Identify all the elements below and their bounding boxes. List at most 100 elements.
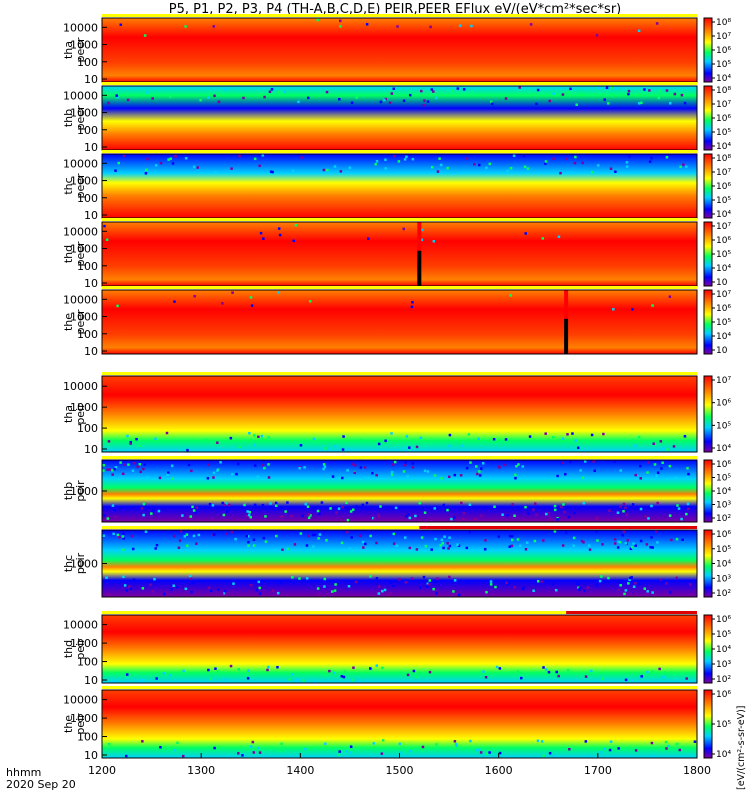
y-tick-label: 10000: [63, 293, 98, 306]
speckle: [314, 534, 317, 537]
speckle: [535, 103, 538, 106]
speckle: [649, 546, 652, 549]
speckle: [567, 91, 570, 94]
panel-the-peir: 10100100010000the peir10⁴10⁵10⁶: [62, 686, 731, 762]
speckle: [267, 666, 270, 669]
speckle: [411, 301, 414, 304]
speckle: [349, 548, 352, 551]
speckle: [254, 464, 256, 467]
speckle: [225, 678, 228, 681]
speckle: [141, 507, 144, 510]
speckle: [354, 464, 357, 467]
speckle: [213, 747, 216, 750]
speckle: [437, 170, 440, 173]
speckle: [511, 503, 514, 506]
speckle: [398, 160, 401, 163]
speckle: [427, 100, 430, 103]
speckle: [364, 543, 367, 546]
speckle: [307, 535, 310, 538]
speckle: [342, 435, 345, 438]
speckle: [279, 234, 282, 237]
speckle: [323, 169, 326, 172]
speckle: [665, 747, 668, 750]
speckle: [456, 543, 459, 546]
speckle: [253, 434, 256, 437]
speckle: [249, 511, 252, 514]
speckle: [552, 583, 555, 586]
speckle: [167, 158, 170, 161]
speckle: [111, 473, 114, 476]
speckle: [514, 477, 517, 480]
speckle: [225, 593, 228, 596]
colorbar-tick-label: 10⁴: [716, 645, 731, 655]
speckle: [423, 99, 426, 102]
speckle: [623, 503, 626, 506]
speckle: [450, 518, 453, 521]
speckle: [145, 530, 148, 533]
panels-group: 10100100010000tha peer10⁴10⁵10⁶10⁷10⁸1010…: [62, 14, 731, 762]
speckle: [246, 535, 249, 538]
speckle: [443, 504, 446, 507]
speckle: [140, 679, 143, 682]
speckle: [686, 467, 689, 470]
speckle: [108, 468, 111, 471]
speckle: [517, 538, 520, 541]
speckle: [504, 464, 507, 467]
speckle: [169, 674, 172, 677]
speckle: [621, 580, 624, 583]
panel-thb-peer: 10100100010000thb peer10⁴10⁵10⁶10⁷10⁸: [62, 82, 731, 154]
speckle: [281, 548, 284, 551]
speckle: [275, 502, 278, 505]
speckle: [588, 544, 591, 547]
speckle: [652, 442, 655, 445]
speckle: [287, 548, 290, 551]
speckle: [258, 165, 261, 168]
speckle: [408, 446, 411, 449]
speckle: [569, 88, 572, 91]
speckle: [596, 584, 599, 587]
speckle: [166, 432, 169, 435]
speckle: [146, 476, 149, 479]
speckle: [216, 441, 219, 444]
speckle: [679, 166, 682, 169]
speckle: [390, 592, 393, 595]
speckle: [549, 100, 552, 103]
speckle: [323, 585, 326, 588]
speckle: [540, 580, 543, 583]
speckle: [298, 467, 301, 470]
speckle: [393, 542, 396, 545]
speckle: [583, 502, 586, 505]
speckle: [563, 511, 566, 514]
speckle: [150, 512, 153, 515]
colorbar: [704, 290, 712, 354]
speckle: [376, 160, 379, 163]
speckle: [208, 587, 211, 590]
speckle: [680, 518, 683, 521]
speckle: [545, 673, 548, 676]
speckle: [404, 464, 407, 467]
speckle: [169, 95, 172, 98]
speckle: [347, 448, 350, 451]
speckle: [313, 438, 316, 441]
speckle: [133, 578, 136, 581]
speckle: [156, 544, 159, 547]
speckle: [490, 580, 493, 583]
speckle: [669, 465, 672, 468]
speckle: [509, 294, 512, 297]
speckle: [461, 445, 464, 448]
colorbar-unit-label: [eV/(cm²-s-sr-eV)]: [736, 706, 747, 790]
speckle: [423, 576, 426, 579]
speckle: [442, 547, 445, 550]
speckle: [269, 91, 272, 94]
speckle: [585, 740, 588, 743]
speckle: [329, 507, 332, 510]
speckle: [635, 749, 638, 752]
speckle: [378, 443, 381, 446]
x-tick-label: 1400: [286, 764, 314, 777]
y-tick-label: 10: [84, 209, 98, 222]
speckle: [221, 302, 224, 305]
speckle: [247, 669, 250, 672]
speckle: [448, 576, 451, 579]
speckle: [341, 477, 344, 480]
speckle: [155, 164, 158, 167]
